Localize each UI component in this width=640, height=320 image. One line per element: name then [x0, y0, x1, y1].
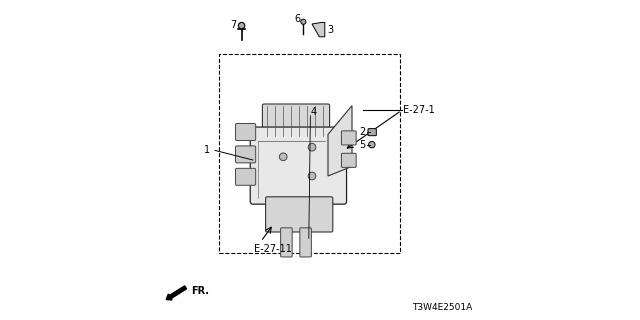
Circle shape	[238, 22, 244, 29]
FancyBboxPatch shape	[266, 197, 333, 232]
Text: 5: 5	[359, 140, 365, 150]
Text: T3W4E2501A: T3W4E2501A	[412, 303, 472, 312]
Text: 7: 7	[230, 20, 236, 30]
Text: E-27-1: E-27-1	[403, 105, 435, 116]
Text: 2: 2	[359, 127, 365, 137]
FancyBboxPatch shape	[368, 129, 376, 136]
Circle shape	[308, 143, 316, 151]
Circle shape	[301, 19, 306, 24]
Polygon shape	[312, 22, 325, 37]
Circle shape	[369, 141, 375, 148]
Text: 3: 3	[327, 25, 333, 35]
FancyBboxPatch shape	[300, 228, 312, 257]
FancyBboxPatch shape	[342, 153, 356, 167]
Text: 1: 1	[204, 145, 210, 156]
FancyBboxPatch shape	[280, 228, 292, 257]
Circle shape	[280, 153, 287, 161]
FancyBboxPatch shape	[236, 168, 256, 185]
FancyBboxPatch shape	[262, 104, 330, 139]
FancyBboxPatch shape	[236, 146, 256, 163]
Text: E-27-11: E-27-11	[254, 244, 292, 254]
Text: 6: 6	[294, 13, 301, 24]
Text: 4: 4	[311, 107, 317, 117]
FancyBboxPatch shape	[342, 131, 356, 145]
FancyArrow shape	[166, 286, 186, 300]
FancyBboxPatch shape	[250, 127, 347, 204]
Polygon shape	[328, 106, 352, 176]
Circle shape	[308, 172, 316, 180]
Bar	[219, 54, 400, 253]
FancyBboxPatch shape	[236, 124, 256, 140]
Text: FR.: FR.	[191, 285, 209, 296]
